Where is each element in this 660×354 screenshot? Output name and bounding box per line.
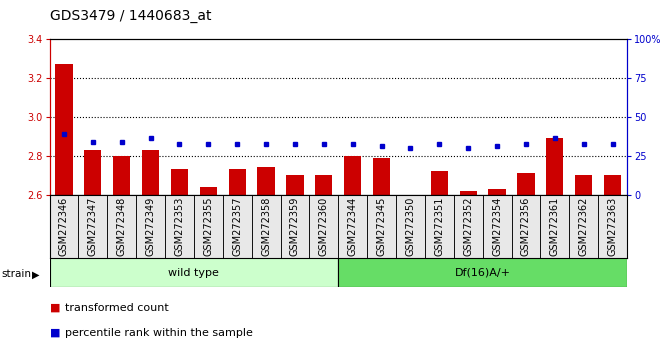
Bar — [286, 175, 304, 195]
Text: GDS3479 / 1440683_at: GDS3479 / 1440683_at — [50, 9, 211, 23]
Text: ■: ■ — [50, 328, 60, 338]
Bar — [84, 150, 102, 195]
Text: GSM272347: GSM272347 — [88, 196, 98, 256]
Text: Df(16)A/+: Df(16)A/+ — [455, 268, 511, 278]
Text: GSM272352: GSM272352 — [463, 196, 473, 256]
Bar — [488, 189, 506, 195]
Text: GSM272350: GSM272350 — [405, 196, 415, 256]
Text: ▶: ▶ — [32, 269, 39, 279]
Text: GSM272353: GSM272353 — [174, 196, 184, 256]
Text: GSM272348: GSM272348 — [117, 196, 127, 256]
Bar — [459, 191, 477, 195]
Text: GSM272358: GSM272358 — [261, 196, 271, 256]
Text: GSM272356: GSM272356 — [521, 196, 531, 256]
Text: strain: strain — [1, 269, 31, 279]
Bar — [338, 258, 627, 287]
Bar — [517, 173, 535, 195]
Text: percentile rank within the sample: percentile rank within the sample — [65, 328, 253, 338]
Bar — [55, 64, 73, 195]
Bar — [171, 170, 188, 195]
Text: GSM272354: GSM272354 — [492, 196, 502, 256]
Text: ■: ■ — [50, 303, 60, 313]
Bar — [199, 187, 217, 195]
Bar — [50, 258, 338, 287]
Text: GSM272344: GSM272344 — [348, 196, 358, 256]
Text: GSM272359: GSM272359 — [290, 196, 300, 256]
Text: GSM272362: GSM272362 — [579, 196, 589, 256]
Text: GSM272351: GSM272351 — [434, 196, 444, 256]
Bar — [604, 175, 621, 195]
Text: GSM272355: GSM272355 — [203, 196, 213, 256]
Text: GSM272346: GSM272346 — [59, 196, 69, 256]
Bar — [315, 175, 333, 195]
Bar — [142, 150, 159, 195]
Bar — [575, 175, 593, 195]
Text: GSM272357: GSM272357 — [232, 196, 242, 256]
Bar — [113, 156, 130, 195]
Bar — [228, 170, 246, 195]
Text: GSM272349: GSM272349 — [146, 196, 156, 256]
Text: GSM272345: GSM272345 — [377, 196, 387, 256]
Bar — [257, 167, 275, 195]
Text: GSM272361: GSM272361 — [550, 196, 560, 256]
Text: transformed count: transformed count — [65, 303, 168, 313]
Text: wild type: wild type — [168, 268, 219, 278]
Bar — [546, 138, 564, 195]
Bar — [430, 171, 448, 195]
Bar — [344, 156, 362, 195]
Text: GSM272363: GSM272363 — [608, 196, 618, 256]
Text: GSM272360: GSM272360 — [319, 196, 329, 256]
Bar — [373, 158, 390, 195]
